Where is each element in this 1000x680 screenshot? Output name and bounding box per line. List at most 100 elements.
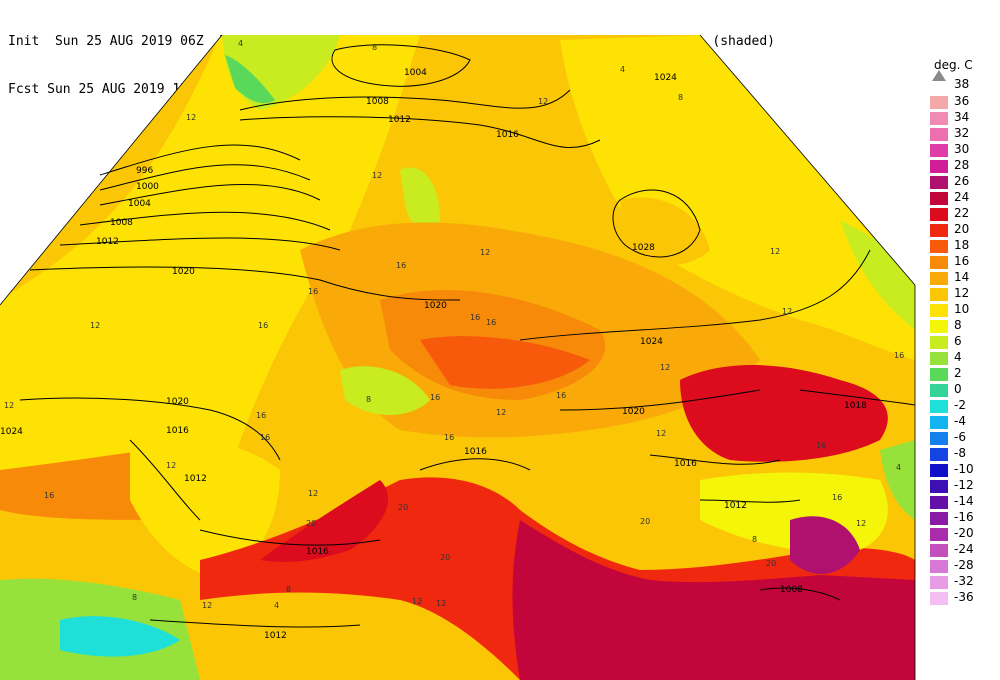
legend-label: -10 (954, 462, 974, 476)
dewpoint-label: 16 (444, 433, 454, 442)
legend-label: 10 (954, 302, 970, 316)
isobar-label: 1018 (844, 401, 867, 411)
legend-label: 24 (954, 190, 970, 204)
legend-label: -36 (954, 590, 974, 604)
dewpoint-label: 4 (274, 601, 279, 610)
dewpoint-label: 12 (856, 519, 866, 528)
dewpoint-label: 12 (436, 599, 446, 608)
dewpoint-label: 16 (556, 391, 566, 400)
legend-label: 28 (954, 158, 970, 172)
legend-label: 6 (954, 334, 962, 348)
dewpoint-label: 20 (306, 519, 316, 528)
legend-label: 20 (954, 222, 970, 236)
legend-swatch (930, 224, 948, 237)
legend-label: 12 (954, 286, 970, 300)
legend-label: -24 (954, 542, 974, 556)
dewpoint-label: 20 (766, 559, 776, 568)
isobar-label: 1016 (674, 459, 697, 469)
legend-swatch (930, 560, 948, 573)
dewpoint-label: 12 (412, 597, 422, 606)
dewpoint-label: 20 (640, 517, 650, 526)
isobar-label: 1008 (110, 218, 133, 228)
dewpoint-label: 16 (260, 433, 270, 442)
isobar-label: 1028 (632, 243, 655, 253)
isobar-label: 1024 (654, 73, 677, 83)
dewpoint-label: 12 (4, 401, 14, 410)
dewpoint-label: 20 (440, 553, 450, 562)
dewpoint-label: 16 (44, 491, 54, 500)
legend-swatch (930, 592, 948, 605)
legend-swatch (930, 112, 948, 125)
legend-label: 14 (954, 270, 970, 284)
dewpoint-label: 12 (186, 113, 196, 122)
dewpoint-label: 12 (202, 601, 212, 610)
dewpoint-label: 12 (656, 429, 666, 438)
dewpoint-label: 12 (782, 307, 792, 316)
legend-label: -8 (954, 446, 966, 460)
dewpoint-label: 16 (486, 318, 496, 327)
legend-swatch (930, 400, 948, 413)
legend-swatch (930, 448, 948, 461)
legend-swatch (930, 320, 948, 333)
legend-label: -16 (954, 510, 974, 524)
legend-label: 18 (954, 238, 970, 252)
isobar-label: 1012 (96, 237, 119, 247)
isobar-label: 1012 (264, 631, 287, 641)
dewpoint-label: 8 (132, 593, 137, 602)
legend-swatch (930, 464, 948, 477)
legend-swatch (930, 496, 948, 509)
dewpoint-label: 16 (258, 321, 268, 330)
isobar-label: 1000 (136, 182, 159, 192)
legend-swatch (930, 144, 948, 157)
legend-label: 30 (954, 142, 970, 156)
legend-label: 8 (954, 318, 962, 332)
isobar-label: 1012 (184, 474, 207, 484)
dewpoint-label: 8 (678, 93, 683, 102)
isobar-label: 1016 (306, 547, 329, 557)
legend-max-arrow-icon (932, 70, 946, 81)
isobar-label: 1020 (424, 301, 447, 311)
dewpoint-label: 8 (372, 43, 377, 52)
dewpoint-label: 16 (396, 261, 406, 270)
legend-swatch (930, 368, 948, 381)
dewpoint-label: 20 (398, 503, 408, 512)
dewpoint-label: 16 (256, 411, 266, 420)
legend-swatch (930, 528, 948, 541)
legend-label: -32 (954, 574, 974, 588)
legend-label: -6 (954, 430, 966, 444)
legend-label: 2 (954, 366, 962, 380)
isobar-label: 1016 (166, 426, 189, 436)
dewpoint-label: 8 (752, 535, 757, 544)
isobar-label: 1004 (404, 68, 427, 78)
legend-label: -12 (954, 478, 974, 492)
legend-label: 4 (954, 350, 962, 364)
dewpoint-label: 16 (894, 351, 904, 360)
legend-swatch (930, 208, 948, 221)
legend-swatch (930, 480, 948, 493)
dewpoint-label: 16 (308, 287, 318, 296)
dewpoint-label: 16 (832, 493, 842, 502)
isobar-label: 1024 (0, 427, 23, 437)
legend-swatch (930, 240, 948, 253)
legend-swatch (930, 384, 948, 397)
dewpoint-label: 12 (660, 363, 670, 372)
dewpoint-label: 8 (366, 395, 371, 404)
legend-label: -14 (954, 494, 974, 508)
dewpoint-label: 12 (308, 489, 318, 498)
legend-swatch (930, 176, 948, 189)
isobar-label: 1008 (366, 97, 389, 107)
legend-label: 34 (954, 110, 970, 124)
legend-swatch (930, 432, 948, 445)
legend-swatch (930, 160, 948, 173)
legend-swatch (930, 192, 948, 205)
dewpoint-label: 16 (816, 441, 826, 450)
legend-label: -28 (954, 558, 974, 572)
dewpoint-label: 16 (430, 393, 440, 402)
legend-swatch (930, 288, 948, 301)
dewpoint-map: 1004 1008 1012 996 1000 1004 1008 1012 1… (0, 34, 916, 680)
legend-label: 32 (954, 126, 970, 140)
legend-swatch (930, 272, 948, 285)
legend-swatch (930, 352, 948, 365)
legend-swatch (930, 256, 948, 269)
legend-swatch (930, 96, 948, 109)
